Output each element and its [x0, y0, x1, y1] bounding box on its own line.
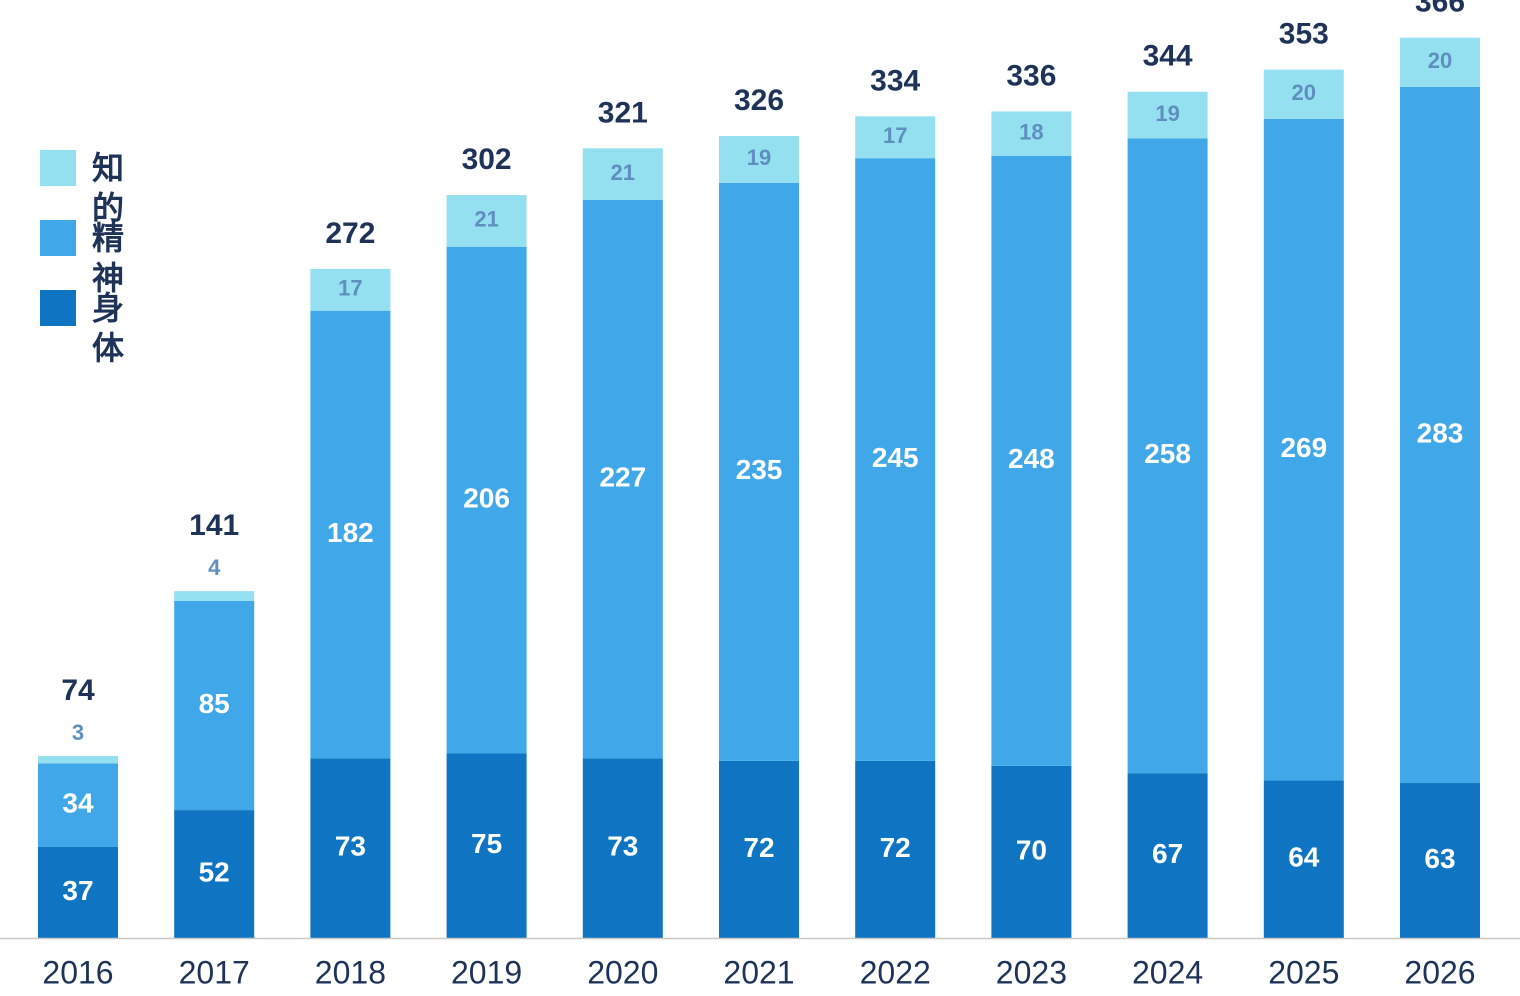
bar-intellectual-2023 [991, 111, 1072, 156]
x-tick-2016: 2016 [42, 954, 113, 990]
x-tick-2026: 2026 [1404, 954, 1475, 990]
bar-intellectual-2021 [719, 136, 799, 183]
legend-swatch-intellectual [40, 150, 76, 186]
data-label-intellectual-2020: 21 [611, 160, 635, 185]
data-label-physical-2023: 70 [1016, 834, 1047, 865]
data-label-mental-2017: 85 [199, 688, 230, 719]
data-label-mental-2018: 182 [327, 517, 374, 548]
data-label-mental-2020: 227 [599, 462, 646, 493]
bar-intellectual-2020 [582, 148, 663, 200]
bar-intellectual-2025 [1263, 69, 1344, 119]
bar-intellectual-2016 [38, 755, 118, 764]
bar-physical-2025 [1263, 780, 1344, 938]
total-label-2026: 366 [1415, 0, 1465, 19]
data-label-mental-2019: 206 [463, 483, 510, 514]
data-label-physical-2019: 75 [471, 828, 502, 859]
x-tick-2024: 2024 [1132, 954, 1203, 990]
bar-mental-2016 [38, 763, 118, 847]
data-label-physical-2022: 72 [880, 832, 911, 863]
bar-intellectual-2018 [310, 268, 391, 311]
legend-label-intellectual: 知的 [92, 149, 125, 227]
total-label-2021: 326 [734, 84, 784, 117]
data-label-mental-2024: 258 [1144, 438, 1191, 469]
bar-intellectual-2022 [855, 116, 936, 159]
x-tick-labels: 2016 2017 2018 2019 2020 2021 2022 2023 2024 2025… [42, 954, 1475, 990]
total-label-2016: 74 [61, 674, 95, 707]
data-label-intellectual-2019: 21 [474, 207, 498, 232]
bar-mental-2020 [582, 200, 663, 759]
bar-mental-2022 [855, 158, 936, 761]
x-tick-2023: 2023 [996, 954, 1067, 990]
total-label-2025: 353 [1279, 18, 1329, 51]
bar-intellectual-2024 [1127, 91, 1208, 139]
data-label-intellectual-2021: 19 [747, 145, 771, 170]
legend-label-physical: 身体 [92, 289, 125, 367]
bar-mental-2024 [1127, 138, 1208, 774]
data-label-mental-2021: 235 [736, 454, 783, 485]
data-label-mental-2023: 248 [1008, 443, 1055, 474]
bar-mental-2025 [1263, 118, 1344, 781]
data-label-physical-2024: 67 [1152, 838, 1183, 869]
data-label-physical-2020: 73 [607, 831, 638, 862]
x-tick-2021: 2021 [723, 954, 794, 990]
bar-physical-2023 [991, 765, 1072, 938]
data-label-intellectual-2022: 17 [883, 123, 907, 148]
bar-physical-2026 [1400, 783, 1480, 938]
bar-mental-2026 [1400, 86, 1480, 784]
data-label-physical-2016: 37 [62, 875, 93, 906]
data-label-intellectual-2016: 3 [72, 720, 84, 745]
data-label-physical-2018: 73 [335, 831, 366, 862]
data-label-mental-2026: 283 [1417, 417, 1464, 448]
data-label-physical-2026: 63 [1424, 843, 1455, 874]
bar-physical-2016 [38, 846, 118, 938]
bar-physical-2022 [855, 760, 936, 938]
x-tick-2022: 2022 [860, 954, 931, 990]
data-label-physical-2025: 64 [1288, 842, 1320, 873]
legend-label-mental: 精神 [92, 219, 125, 297]
bar-intellectual-2026 [1400, 37, 1480, 87]
data-label-physical-2017: 52 [199, 856, 230, 887]
x-tick-2018: 2018 [315, 954, 386, 990]
legend-swatch-mental [40, 220, 76, 256]
legend-swatch-physical [40, 290, 76, 326]
data-label-mental-2016: 34 [62, 788, 94, 819]
total-label-2017: 141 [189, 509, 239, 542]
data-label-intellectual-2017: 4 [208, 555, 221, 580]
bar-intellectual-2017 [174, 591, 255, 601]
x-tick-2020: 2020 [587, 954, 658, 990]
data-label-intellectual-2024: 19 [1155, 101, 1179, 126]
total-label-2022: 334 [870, 64, 920, 97]
data-label-intellectual-2018: 17 [338, 276, 362, 301]
data-label-intellectual-2026: 20 [1428, 48, 1452, 73]
bar-physical-2019 [446, 753, 527, 938]
data-label-physical-2021: 72 [743, 832, 774, 863]
data-label-mental-2025: 269 [1280, 432, 1327, 463]
x-tick-2025: 2025 [1268, 954, 1339, 990]
data-label-intellectual-2025: 20 [1292, 80, 1316, 105]
total-label-2023: 336 [1006, 59, 1056, 92]
total-label-2024: 344 [1143, 40, 1193, 73]
bar-physical-2024 [1127, 773, 1208, 938]
bar-mental-2023 [991, 155, 1072, 766]
data-label-mental-2022: 245 [872, 442, 919, 473]
data-label-intellectual-2023: 18 [1019, 119, 1043, 144]
bar-mental-2021 [719, 182, 799, 761]
bar-mental-2017 [174, 600, 255, 811]
total-label-2019: 302 [462, 143, 512, 176]
bars-group [38, 37, 1480, 938]
labels-group: 3734374528541417318217272752062130273227… [61, 0, 1465, 906]
bar-physical-2018 [310, 758, 391, 938]
bar-physical-2021 [719, 760, 799, 938]
total-label-2020: 321 [598, 96, 648, 129]
bar-mental-2018 [310, 310, 391, 759]
bar-mental-2019 [446, 246, 527, 754]
x-tick-2019: 2019 [451, 954, 522, 990]
total-label-2018: 272 [325, 217, 375, 250]
x-tick-2017: 2017 [179, 954, 250, 990]
bar-intellectual-2019 [446, 195, 527, 247]
bar-physical-2020 [582, 758, 663, 938]
bar-physical-2017 [174, 810, 255, 938]
